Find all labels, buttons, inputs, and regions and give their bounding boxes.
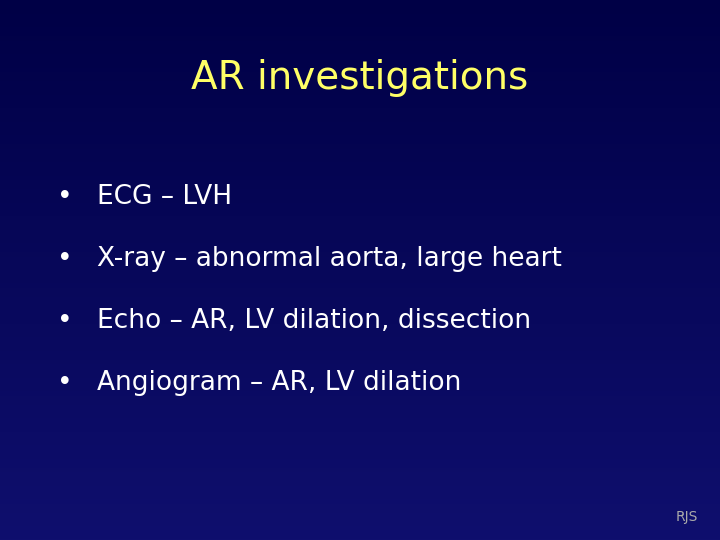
Text: •: • [57, 184, 73, 210]
Text: Echo – AR, LV dilation, dissection: Echo – AR, LV dilation, dissection [97, 308, 531, 334]
Text: ECG – LVH: ECG – LVH [97, 184, 233, 210]
Text: •: • [57, 308, 73, 334]
Text: AR investigations: AR investigations [192, 59, 528, 97]
Text: X-ray – abnormal aorta, large heart: X-ray – abnormal aorta, large heart [97, 246, 562, 272]
Text: •: • [57, 246, 73, 272]
Text: RJS: RJS [676, 510, 698, 524]
Text: •: • [57, 370, 73, 396]
Text: Angiogram – AR, LV dilation: Angiogram – AR, LV dilation [97, 370, 462, 396]
